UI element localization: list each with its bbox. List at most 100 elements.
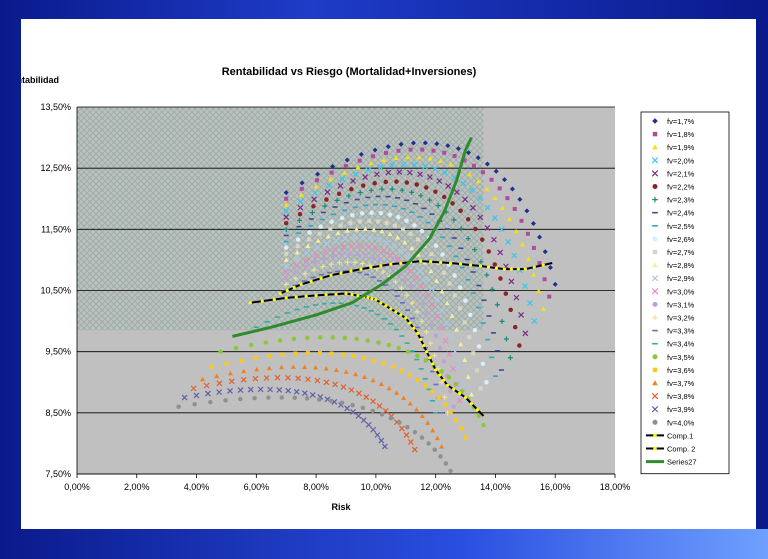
line-marker	[434, 368, 438, 372]
data-point	[478, 386, 483, 391]
data-point	[463, 298, 468, 303]
data-point	[477, 214, 484, 221]
data-point	[475, 178, 481, 184]
data-point	[350, 402, 355, 408]
data-point	[379, 228, 385, 234]
data-point	[433, 313, 440, 320]
data-point	[392, 223, 397, 228]
y-tick-label: 11,50%	[41, 224, 71, 234]
data-point	[448, 410, 453, 415]
legend-item: fv=4,0%	[652, 418, 695, 427]
series-fv=3,1%	[283, 251, 456, 409]
data-point	[343, 164, 348, 169]
y-tick-label: 12,50%	[40, 163, 71, 173]
line-marker	[532, 265, 536, 269]
data-point	[497, 249, 504, 256]
data-point	[380, 269, 386, 275]
legend-label: fv=3,7%	[667, 379, 695, 388]
data-point	[383, 179, 389, 185]
data-point	[294, 250, 300, 255]
line-marker	[314, 293, 318, 297]
data-point	[321, 256, 327, 262]
data-point	[344, 157, 350, 163]
legend-marker	[652, 131, 658, 137]
data-point	[480, 237, 485, 242]
line-marker	[419, 259, 423, 263]
line-marker	[399, 313, 403, 317]
data-point	[400, 161, 407, 168]
line-marker	[356, 293, 360, 298]
data-point	[493, 168, 499, 174]
y-tick-label: 8,50%	[45, 408, 71, 418]
data-point	[292, 395, 298, 400]
slide: Rentabilidad vs Riesgo (Mortalidad+Inver…	[5, 19, 756, 529]
legend-item: fv=2,3%	[652, 196, 695, 205]
data-point	[326, 182, 332, 189]
data-point	[420, 147, 425, 152]
data-point	[542, 277, 547, 282]
y-tick-label: 13,50%	[40, 102, 71, 112]
data-point	[280, 352, 285, 357]
data-point	[355, 413, 362, 419]
data-point	[552, 281, 558, 287]
data-point	[503, 336, 509, 342]
data-point	[502, 177, 508, 183]
data-point	[404, 180, 410, 185]
line-marker	[394, 310, 398, 314]
line-marker	[431, 362, 435, 366]
data-point	[377, 164, 384, 171]
data-point	[498, 226, 505, 233]
legend-marker	[651, 274, 659, 282]
data-point	[263, 375, 270, 381]
line-marker	[339, 271, 343, 275]
data-point	[407, 401, 413, 406]
line-marker	[319, 276, 323, 280]
data-point	[283, 220, 289, 226]
line-marker	[439, 260, 443, 264]
data-point	[434, 435, 440, 441]
data-point	[218, 349, 223, 354]
legend-label: Comp.1	[667, 431, 693, 440]
data-point	[401, 395, 407, 400]
data-point	[283, 263, 290, 269]
data-point	[293, 262, 300, 269]
line-marker	[359, 267, 363, 271]
data-point	[371, 227, 377, 232]
data-point	[331, 246, 338, 252]
line-marker	[272, 297, 276, 302]
line-marker	[478, 264, 483, 268]
data-point	[473, 226, 478, 232]
data-point	[448, 388, 453, 393]
data-point	[233, 345, 239, 351]
data-point	[330, 335, 336, 340]
series-fv=2,8%	[283, 226, 475, 397]
legend-item: fv=1,8%	[652, 130, 695, 139]
legend-label: fv=4,0%	[667, 418, 695, 427]
data-point	[511, 252, 518, 259]
data-point	[432, 166, 439, 172]
x-tick-label: 12,00%	[420, 482, 451, 492]
data-point	[439, 443, 445, 449]
data-point	[330, 254, 336, 259]
data-point	[193, 392, 200, 399]
legend-marker	[652, 249, 658, 255]
data-point	[441, 359, 447, 364]
legend-item: fv=3,8%	[651, 392, 695, 401]
line-marker	[458, 262, 463, 266]
data-point	[453, 381, 459, 387]
data-point	[489, 286, 495, 292]
data-point	[309, 391, 316, 398]
data-point	[323, 379, 330, 386]
data-point	[312, 260, 318, 265]
data-point	[357, 158, 362, 163]
line-marker	[248, 301, 252, 305]
data-point	[317, 231, 322, 236]
line-marker	[349, 269, 353, 273]
data-point	[274, 374, 281, 381]
data-point	[436, 178, 443, 184]
y-axis-label: Rentabilidad	[21, 75, 59, 85]
data-point	[296, 217, 302, 223]
data-point	[432, 447, 438, 453]
data-point	[293, 388, 300, 395]
data-point	[376, 236, 382, 243]
